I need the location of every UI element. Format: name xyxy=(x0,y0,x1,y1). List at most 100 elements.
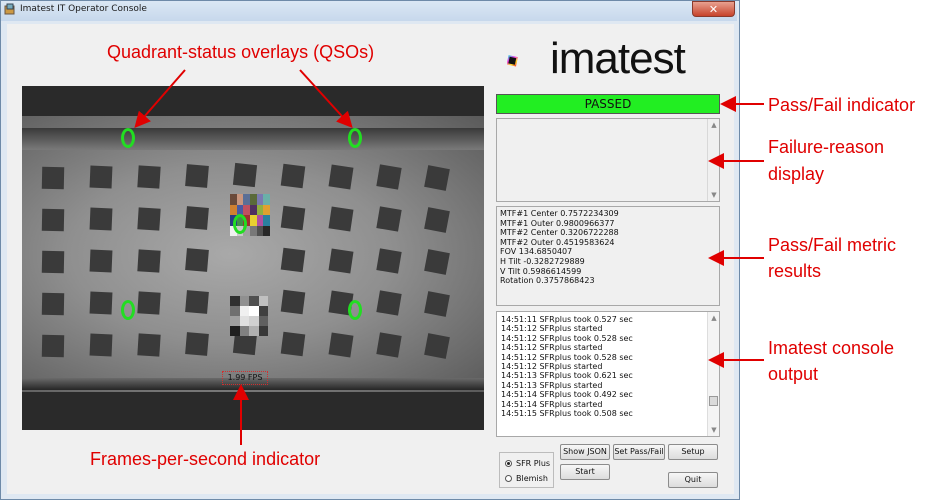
imatest-logo-text: imatest xyxy=(550,34,686,83)
metric-line: H Tilt -0.3282729889 xyxy=(500,256,585,266)
chart-square xyxy=(424,291,450,318)
annotation-qso: Quadrant-status overlays (QSOs) xyxy=(107,42,375,62)
color-swatch xyxy=(263,204,270,215)
chart-square xyxy=(89,333,113,357)
chart-square xyxy=(137,164,161,189)
console-line: 14:51:13 SFRplus started xyxy=(501,380,603,390)
scroll-up-icon[interactable]: ▲ xyxy=(711,314,717,322)
gray-swatch xyxy=(230,326,240,336)
failure-reason-scrollbar[interactable]: ▲ ▼ xyxy=(707,119,719,201)
color-swatch xyxy=(256,204,264,215)
chart-square xyxy=(89,207,113,231)
qso-top-right xyxy=(348,128,362,148)
failure-reason-display: ▲ ▼ xyxy=(496,118,720,202)
chart-square xyxy=(89,291,113,315)
chart-square xyxy=(41,292,65,316)
color-swatch xyxy=(249,225,257,236)
qso-bottom-right xyxy=(348,300,362,320)
quit-button[interactable]: Quit xyxy=(668,472,718,488)
color-swatch xyxy=(236,204,244,215)
color-swatch xyxy=(256,225,264,236)
metric-results: MTF#1 Center 0.7572234309 MTF#1 Outer 0.… xyxy=(496,206,720,306)
gray-swatch xyxy=(239,296,249,306)
chart-square xyxy=(328,164,354,190)
radio-unselected-icon[interactable] xyxy=(505,475,512,482)
chart-square xyxy=(424,333,450,360)
annotation-metric-results-2: results xyxy=(768,261,822,281)
annotation-fps: Frames-per-second indicator xyxy=(90,449,321,469)
console-line: 14:51:11 SFRplus took 0.527 sec xyxy=(501,315,633,324)
chart-square xyxy=(280,247,306,273)
chart-square xyxy=(376,248,402,275)
color-swatch xyxy=(256,215,264,226)
gray-swatch xyxy=(230,296,240,306)
mode-selector: SFR Plus Blemish xyxy=(499,452,554,488)
console-line: 14:51:15 SFRplus took 0.508 sec xyxy=(501,409,633,419)
scroll-down-icon[interactable]: ▼ xyxy=(711,191,717,199)
annotation-console: Imatest console xyxy=(768,338,895,358)
chart-square xyxy=(137,206,161,231)
chart-square xyxy=(137,290,161,315)
set-pass-fail-button[interactable]: Set Pass/Fail xyxy=(613,444,665,460)
gray-swatch xyxy=(249,306,259,316)
imatest-logo-icon xyxy=(507,55,518,67)
title-bar xyxy=(1,1,737,21)
gray-swatch xyxy=(258,316,268,326)
console-scrollbar[interactable]: ▲ ▼ xyxy=(707,312,719,436)
color-swatch xyxy=(263,225,270,236)
color-swatch xyxy=(249,215,257,226)
color-swatch xyxy=(249,204,257,215)
console-line: 14:51:12 SFRplus started xyxy=(501,362,603,372)
gray-swatch xyxy=(249,316,259,326)
gray-swatch xyxy=(239,316,249,326)
chart-square xyxy=(89,249,113,273)
gray-swatch xyxy=(239,326,249,336)
qso-top-left xyxy=(121,128,135,148)
setup-button[interactable]: Setup xyxy=(668,444,718,460)
chart-square xyxy=(137,332,161,357)
chart-square xyxy=(424,207,450,234)
console-line: 14:51:13 SFRplus took 0.621 sec xyxy=(501,371,633,381)
gray-swatch xyxy=(239,306,249,316)
chart-top-edge xyxy=(22,128,484,150)
window-title: Imatest IT Operator Console xyxy=(20,4,147,14)
color-swatch xyxy=(263,194,270,205)
chart-square xyxy=(41,250,65,274)
console-output[interactable]: 14:51:11 SFRplus took 0.527 sec 14:51:12… xyxy=(496,311,720,437)
annotation-console-2: output xyxy=(768,364,819,384)
scroll-up-icon[interactable]: ▲ xyxy=(711,121,717,129)
color-swatch xyxy=(256,194,264,205)
grayscale-patch xyxy=(230,296,268,336)
metric-line: Rotation 0.3757868423 xyxy=(500,276,595,286)
console-line: 14:51:12 SFRplus took 0.528 sec xyxy=(501,333,633,343)
gray-swatch xyxy=(230,306,240,316)
color-swatch xyxy=(243,204,250,215)
gray-swatch xyxy=(258,306,268,316)
chart-square xyxy=(376,290,402,317)
chart-square xyxy=(376,164,402,191)
color-swatch xyxy=(243,225,250,236)
mode-sfr-plus[interactable]: SFR Plus xyxy=(505,459,550,468)
chart-square xyxy=(328,206,354,232)
console-line: 14:51:14 SFRplus started xyxy=(501,399,603,409)
color-swatch xyxy=(243,194,250,205)
radio-selected-icon[interactable] xyxy=(505,460,512,467)
scroll-down-icon[interactable]: ▼ xyxy=(711,426,717,434)
chart-square xyxy=(89,165,113,189)
chart-square xyxy=(185,331,209,356)
annotation-failure-reason: Failure-reason xyxy=(768,137,885,157)
mode-blemish[interactable]: Blemish xyxy=(505,474,548,483)
scroll-thumb[interactable] xyxy=(709,396,718,406)
metric-line: V Tilt 0.5986614599 xyxy=(500,266,582,276)
metric-line: FOV 134.6850407 xyxy=(500,247,573,257)
qso-bottom-left xyxy=(121,300,135,320)
chart-square xyxy=(41,166,65,190)
close-button[interactable]: ✕ xyxy=(692,1,735,17)
chart-square xyxy=(185,289,209,314)
gray-swatch xyxy=(249,326,259,336)
console-line: 14:51:12 SFRplus started xyxy=(501,343,603,353)
start-button[interactable]: Start xyxy=(560,464,610,480)
chart-square xyxy=(280,205,306,231)
show-json-button[interactable]: Show JSON xyxy=(560,444,610,460)
chart-square xyxy=(328,248,354,274)
